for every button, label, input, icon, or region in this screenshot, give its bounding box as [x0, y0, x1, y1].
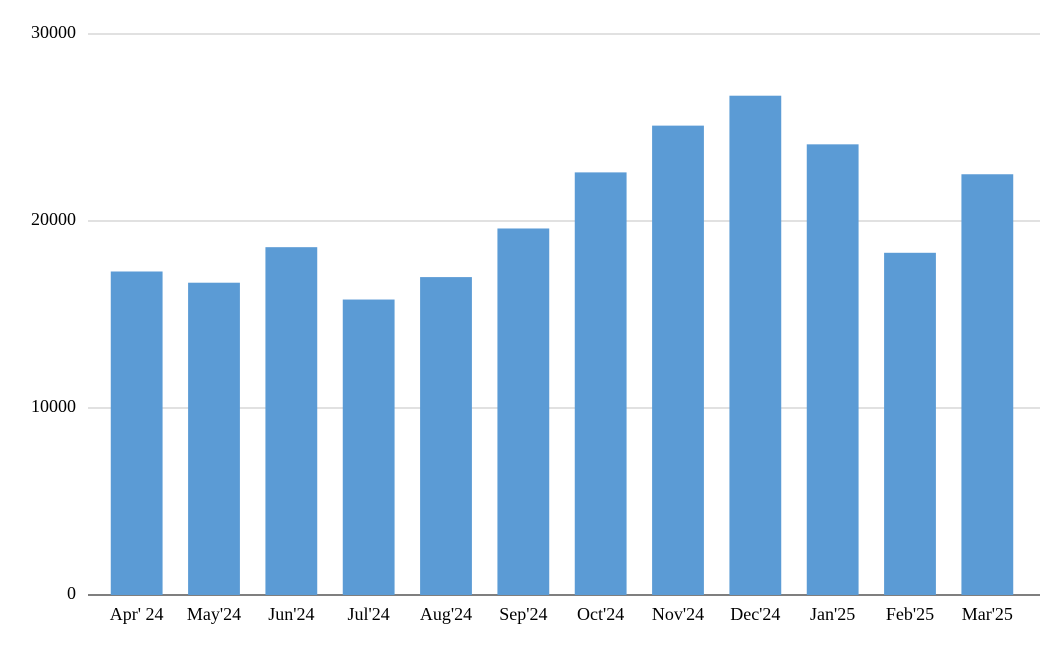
x-tick-label: Apr' 24	[110, 604, 164, 624]
x-tick-label: Feb'25	[886, 604, 934, 624]
bar	[110, 271, 163, 595]
bar	[188, 282, 240, 595]
bar	[652, 125, 704, 595]
bar	[806, 144, 859, 595]
y-tick-label: 20000	[31, 209, 76, 229]
x-tick-label: Oct'24	[577, 604, 624, 624]
x-tick-label: Jan'25	[810, 604, 855, 624]
x-tick-label: Jun'24	[268, 604, 314, 624]
y-tick-label: 30000	[31, 22, 76, 42]
x-tick-label: Mar'25	[962, 604, 1013, 624]
x-tick-label: May'24	[187, 604, 241, 624]
bar	[574, 172, 627, 595]
bar	[884, 252, 936, 596]
y-tick-label: 0	[67, 583, 76, 603]
bar	[497, 228, 550, 596]
x-tick-label: Jul'24	[348, 604, 390, 624]
bar	[961, 174, 1014, 595]
y-tick-label: 10000	[31, 396, 76, 416]
x-tick-label: Aug'24	[420, 604, 472, 624]
bar	[265, 247, 318, 595]
x-tick-label: Nov'24	[652, 604, 704, 624]
bar	[342, 299, 395, 595]
x-tick-label: Dec'24	[730, 604, 780, 624]
x-tick-label: Sep'24	[499, 604, 547, 624]
bar	[729, 95, 782, 596]
bar	[420, 277, 472, 595]
